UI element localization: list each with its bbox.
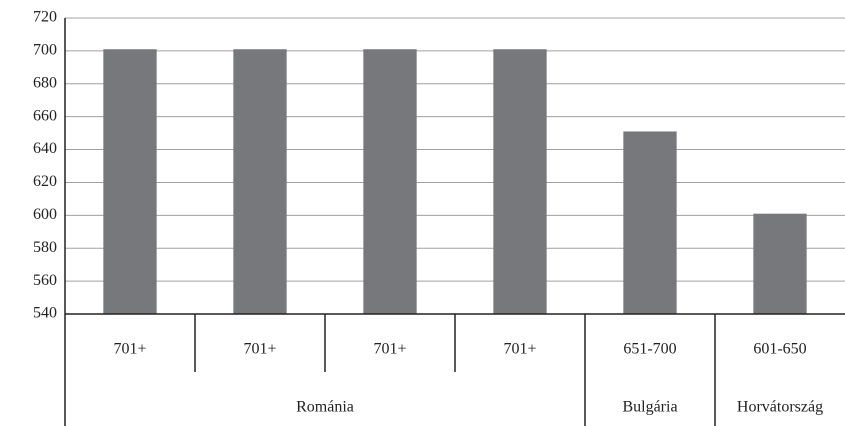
y-tick-label: 680	[33, 74, 57, 91]
bar	[493, 49, 547, 314]
y-tick-label: 580	[33, 239, 57, 256]
x-tick-label: 701+	[373, 341, 406, 358]
group-label: Horvátország	[737, 399, 823, 416]
y-tick-label: 620	[33, 173, 57, 190]
y-tick-label: 660	[33, 107, 57, 124]
bar	[103, 49, 157, 314]
y-tick-label: 700	[33, 42, 57, 59]
x-tick-label: 601-650	[753, 341, 806, 358]
y-tick-label: 720	[33, 9, 57, 26]
x-tick-label: 701+	[113, 341, 146, 358]
x-tick-label: 701+	[503, 341, 536, 358]
bar	[233, 49, 287, 314]
group-label: Bulgária	[622, 399, 677, 416]
bar	[363, 49, 417, 314]
x-tick-label: 651-700	[623, 341, 676, 358]
y-tick-label: 640	[33, 140, 57, 157]
y-tick-label: 560	[33, 272, 57, 289]
group-label: Románia	[296, 399, 354, 416]
y-tick-label: 540	[33, 305, 57, 322]
bar	[623, 131, 677, 314]
x-tick-label: 701+	[243, 341, 276, 358]
bar	[753, 213, 807, 314]
y-tick-label: 600	[33, 206, 57, 223]
